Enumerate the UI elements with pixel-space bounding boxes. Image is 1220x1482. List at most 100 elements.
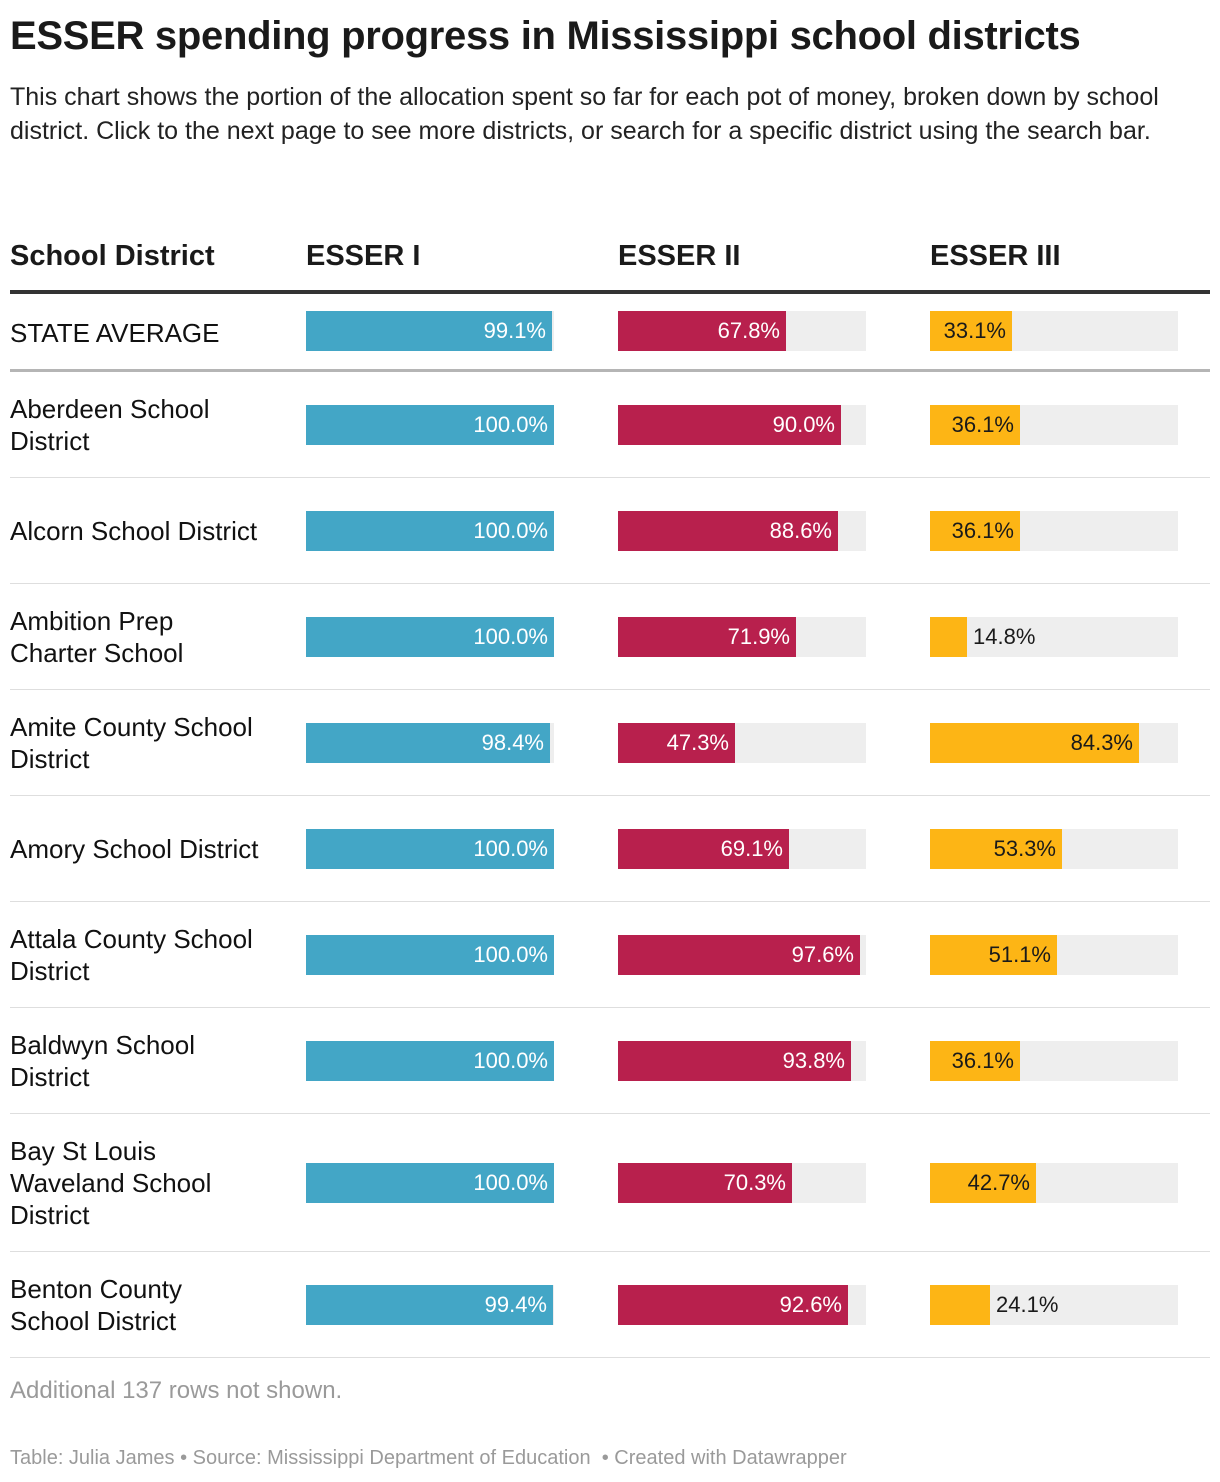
table-row: Baldwyn School District 100.0% 93.8% 36.1% bbox=[0, 1008, 1220, 1114]
esser-1-value-label: 100.0% bbox=[473, 1048, 548, 1073]
esser-1-bar bbox=[306, 1285, 553, 1325]
esser-2-value-label: 97.6% bbox=[791, 942, 854, 967]
esser-1-bar bbox=[306, 511, 554, 551]
chart-title: ESSER spending progress in Mississippi s… bbox=[10, 14, 1081, 58]
table-row: Amory School District 100.0% 69.1% 53.3% bbox=[0, 796, 1220, 902]
state-average-row: STATE AVERAGE 99.1% 67.8% 33.1% bbox=[0, 294, 1220, 372]
esser-3-value-label: 36.1% bbox=[951, 1048, 1014, 1073]
esser-2-bar-track: 88.6% bbox=[618, 511, 866, 551]
row-divider bbox=[10, 901, 1210, 902]
esser-3-bar bbox=[930, 1285, 990, 1325]
footer-created-with[interactable]: Created with Datawrapper bbox=[614, 1447, 847, 1469]
esser-1-value-label: 98.4% bbox=[481, 730, 544, 755]
esser-1-bar-track: 98.4% bbox=[306, 723, 554, 763]
esser-2-value-label: 67.8% bbox=[717, 318, 780, 343]
table-row: Benton County School District 99.4% 92.6% 2… bbox=[0, 1252, 1220, 1358]
footer-separator: • bbox=[174, 1447, 193, 1469]
esser-1-value-label: 100.0% bbox=[473, 1170, 548, 1195]
esser-2-bar-track: 97.6% bbox=[618, 935, 866, 975]
esser-1-value-label: 99.1% bbox=[483, 318, 546, 343]
esser-2-value-label: 92.6% bbox=[779, 1292, 842, 1317]
esser-3-value-label: 51.1% bbox=[988, 942, 1051, 967]
esser-3-value-label: 84.3% bbox=[1070, 730, 1133, 755]
district-name: STATE AVERAGE bbox=[10, 318, 220, 348]
column-header-esser-3[interactable]: ESSER III bbox=[930, 240, 1061, 272]
esser-1-value-label: 100.0% bbox=[473, 836, 548, 861]
esser-1-value-label: 99.4% bbox=[484, 1292, 547, 1317]
esser-3-bar-track: 24.1% bbox=[930, 1285, 1178, 1325]
esser-1-bar bbox=[306, 405, 554, 445]
esser-3-value-label: 24.1% bbox=[996, 1292, 1059, 1317]
esser-3-bar bbox=[930, 311, 1012, 351]
esser-2-value-label: 71.9% bbox=[727, 624, 790, 649]
esser-1-bar-track: 100.0% bbox=[306, 1163, 554, 1203]
esser-2-bar-track: 92.6% bbox=[618, 1285, 866, 1325]
esser-2-bar bbox=[618, 723, 735, 763]
district-name: Attala County School District bbox=[10, 924, 253, 986]
row-divider bbox=[10, 1113, 1210, 1114]
esser-3-bar bbox=[930, 617, 967, 657]
esser-3-bar bbox=[930, 1041, 1020, 1081]
row-divider bbox=[10, 1251, 1210, 1252]
district-name: Baldwyn School District bbox=[10, 1030, 195, 1092]
row-divider bbox=[10, 369, 1210, 372]
esser-2-bar bbox=[618, 311, 786, 351]
esser-3-bar-track: 51.1% bbox=[930, 935, 1178, 975]
esser-1-bar-track: 100.0% bbox=[306, 1041, 554, 1081]
esser-1-bar bbox=[306, 935, 554, 975]
esser-3-value-label: 53.3% bbox=[993, 836, 1056, 861]
table-row: Attala County School District 100.0% 97.6%… bbox=[0, 902, 1220, 1008]
esser-2-bar-track: 69.1% bbox=[618, 829, 866, 869]
footer-byline: Table: Julia James bbox=[10, 1447, 175, 1469]
esser-3-value-label: 33.1% bbox=[943, 318, 1006, 343]
table-row: Aberdeen School District 100.0% 90.0% 36.1% bbox=[0, 372, 1220, 478]
esser-1-bar bbox=[306, 1163, 554, 1203]
footer-source: Source: Mississippi Department of Educat… bbox=[192, 1447, 591, 1469]
esser-1-bar-track: 99.4% bbox=[306, 1285, 554, 1325]
esser-3-bar-track: 36.1% bbox=[930, 511, 1178, 551]
esser-1-bar-track: 99.1% bbox=[306, 311, 554, 351]
esser-1-value-label: 100.0% bbox=[473, 624, 548, 649]
district-name: Alcorn School District bbox=[10, 516, 258, 546]
esser-1-value-label: 100.0% bbox=[473, 412, 548, 437]
esser-2-value-label: 47.3% bbox=[666, 730, 729, 755]
esser-3-value-label: 36.1% bbox=[951, 518, 1014, 543]
table-header: School District ESSER I ESSER II ESSER I… bbox=[0, 236, 1220, 276]
esser-2-bar bbox=[618, 935, 860, 975]
table-row: Ambition Prep Charter School 100.0% 71.9% 1… bbox=[0, 584, 1220, 690]
column-header-esser-1[interactable]: ESSER I bbox=[306, 240, 421, 272]
row-divider bbox=[10, 1357, 1210, 1358]
esser-2-value-label: 93.8% bbox=[782, 1048, 845, 1073]
esser-2-bar bbox=[618, 617, 796, 657]
esser-2-bar bbox=[618, 829, 789, 869]
esser-2-bar-track: 70.3% bbox=[618, 1163, 866, 1203]
esser-2-bar bbox=[618, 1041, 851, 1081]
esser-3-value-label: 36.1% bbox=[951, 412, 1014, 437]
esser-2-value-label: 69.1% bbox=[720, 836, 783, 861]
esser-1-bar bbox=[306, 311, 552, 351]
esser-3-bar bbox=[930, 723, 1139, 763]
esser-2-bar bbox=[618, 1285, 848, 1325]
district-name: Benton County School District bbox=[10, 1274, 183, 1336]
esser-2-bar-track: 93.8% bbox=[618, 1041, 866, 1081]
footer-separator: • bbox=[590, 1447, 615, 1469]
esser-3-bar-track: 84.3% bbox=[930, 723, 1178, 763]
esser-3-bar-track: 36.1% bbox=[930, 405, 1178, 445]
esser-1-bar-track: 100.0% bbox=[306, 617, 554, 657]
esser-2-bar bbox=[618, 405, 841, 445]
esser-2-bar bbox=[618, 1163, 792, 1203]
district-name: Bay St Louis Waveland School District bbox=[10, 1136, 212, 1230]
chart-subtitle: This chart shows the portion of the allo… bbox=[10, 83, 1159, 145]
row-divider bbox=[10, 477, 1210, 478]
esser-2-value-label: 90.0% bbox=[772, 412, 835, 437]
esser-3-bar bbox=[930, 1163, 1036, 1203]
row-divider bbox=[10, 795, 1210, 796]
esser-1-value-label: 100.0% bbox=[473, 942, 548, 967]
esser-3-bar bbox=[930, 829, 1062, 869]
esser-2-bar-track: 47.3% bbox=[618, 723, 866, 763]
column-header-esser-2[interactable]: ESSER II bbox=[618, 240, 741, 272]
header-divider bbox=[10, 290, 1210, 294]
column-header-district[interactable]: School District bbox=[10, 240, 215, 272]
esser-1-value-label: 100.0% bbox=[473, 518, 548, 543]
esser-1-bar-track: 100.0% bbox=[306, 405, 554, 445]
